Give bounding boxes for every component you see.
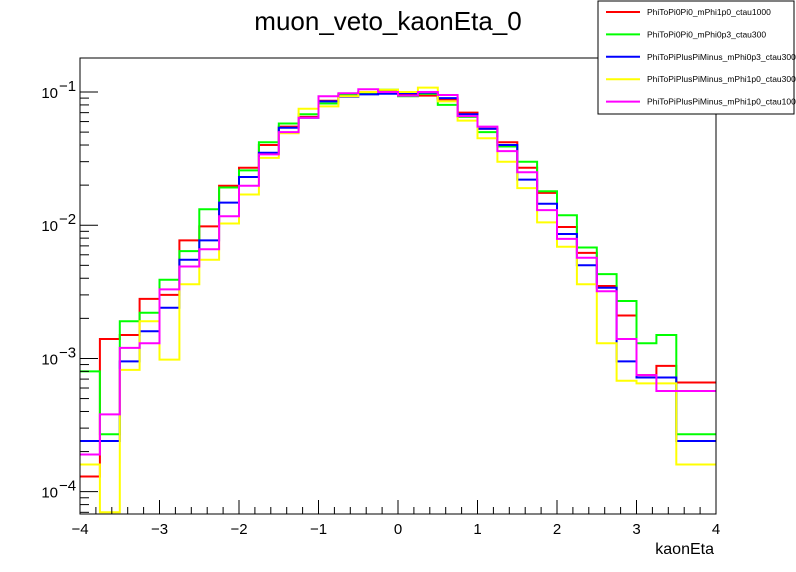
y-tick-label: 10: [41, 485, 58, 502]
y-tick-exponent: −2: [59, 211, 76, 228]
y-tick-label: 10: [41, 85, 58, 102]
plot-frame: [79, 57, 717, 515]
x-tick-label: −2: [230, 521, 247, 538]
x-tick-label: 0: [394, 521, 402, 538]
legend-entry: PhiToPiPlusPiMinus_mPhi1p0_ctau300: [647, 74, 796, 84]
series-line-3: [80, 91, 716, 442]
y-axis: 10−410−310−210−1: [41, 78, 98, 513]
x-tick-label: 2: [553, 521, 561, 538]
series-layer: [80, 86, 716, 514]
series-line-4: [80, 86, 716, 514]
x-tick-label: 4: [712, 521, 720, 538]
x-axis-label: kaonEta: [655, 541, 714, 558]
y-tick-label: 10: [41, 351, 58, 368]
series-line-1: [80, 89, 716, 478]
legend-entry: PhiToPiPlusPiMinus_mPhi1p0_ctau1000: [647, 97, 796, 107]
chart-title: muon_veto_kaonEta_0: [254, 6, 521, 36]
x-axis: −4 −3 −2 −1 0 1 2 3 4: [71, 500, 720, 538]
x-tick-label: −4: [71, 521, 88, 538]
x-tick-label: 1: [473, 521, 481, 538]
legend-entry: PhiToPiPlusPiMinus_mPhi0p3_ctau300: [647, 52, 796, 62]
x-tick-label: −3: [151, 521, 168, 538]
y-tick-label: 10: [41, 218, 58, 235]
series-line-5: [80, 88, 716, 456]
x-tick-label: 3: [632, 521, 640, 538]
legend: PhiToPi0Pi0_mPhi1p0_ctau1000 PhiToPi0Pi0_…: [597, 0, 796, 115]
x-tick-label: −1: [310, 521, 327, 538]
y-tick-exponent: −1: [59, 78, 76, 95]
legend-entry: PhiToPi0Pi0_mPhi1p0_ctau1000: [647, 7, 771, 17]
legend-entry: PhiToPi0Pi0_mPhi0p3_ctau300: [647, 29, 766, 39]
y-tick-exponent: −4: [59, 478, 76, 495]
series-line-2: [80, 88, 716, 436]
y-tick-exponent: −3: [59, 344, 76, 361]
